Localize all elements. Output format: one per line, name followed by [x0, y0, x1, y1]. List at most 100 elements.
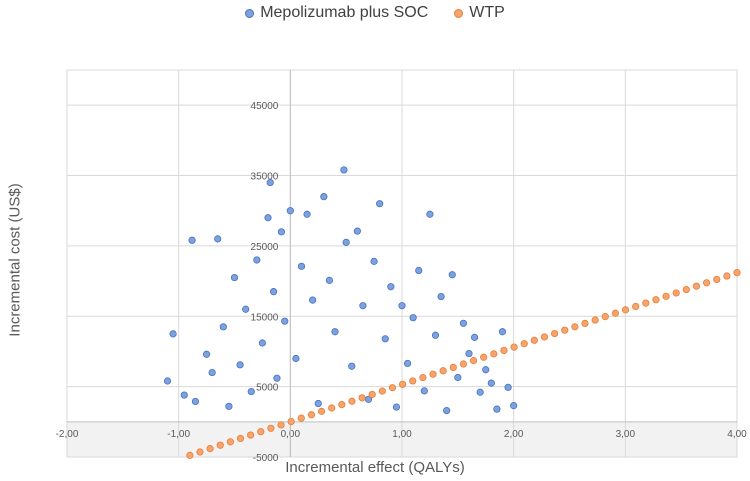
wtp-point: [632, 302, 640, 311]
y-tick-label: -5000: [253, 453, 279, 464]
y-tick-label: 35000: [251, 172, 279, 183]
wtp-point: [551, 329, 559, 338]
scatter-point: [314, 399, 322, 408]
scatter-point: [403, 359, 412, 368]
scatter-point: [163, 377, 172, 385]
scatter-point: [188, 236, 196, 244]
wtp-point: [368, 390, 376, 399]
scatter-point: [309, 296, 317, 304]
wtp-point: [358, 394, 366, 402]
x-tick-label: 4,00: [727, 429, 747, 440]
scatter-point: [454, 373, 462, 382]
scatter-point: [266, 178, 274, 187]
wtp-point: [328, 404, 336, 412]
scatter-point: [448, 271, 456, 279]
scatter-point: [470, 333, 479, 341]
wtp-point: [611, 309, 620, 317]
scatter-point: [359, 302, 367, 310]
wtp-point: [500, 346, 508, 355]
scatter-point: [320, 193, 328, 201]
scatter-point: [353, 227, 361, 235]
wtp-point: [196, 448, 204, 456]
legend-item-mepolizumab: Mepolizumab plus SOC: [245, 4, 428, 22]
legend-label-mepolizumab: Mepolizumab plus SOC: [260, 4, 429, 21]
scatter-point: [409, 314, 417, 322]
y-tick-label: 15000: [251, 312, 279, 323]
scatter-point: [225, 402, 233, 410]
wtp-point: [469, 357, 478, 365]
scatter-point: [214, 235, 222, 243]
scatter-point: [236, 361, 244, 369]
wtp-point: [713, 275, 721, 284]
wtp-point: [267, 424, 275, 432]
wtp-point: [348, 397, 356, 405]
chart-legend: Mepolizumab plus SOC WTP: [0, 0, 750, 26]
wtp-point: [317, 407, 326, 415]
wtp-point: [459, 360, 468, 368]
wtp-point: [480, 353, 488, 361]
wtp-point: [520, 340, 528, 348]
scatter-point: [376, 200, 384, 208]
wtp-point: [307, 411, 316, 419]
y-tick-label: 5000: [256, 383, 279, 394]
scatter-point: [476, 388, 484, 396]
y-axis-title: Incremental cost (US$): [6, 183, 24, 337]
legend-item-wtp: WTP: [454, 4, 505, 22]
wtp-point: [591, 316, 599, 324]
wtp-point: [216, 441, 224, 449]
scatter-point: [443, 406, 451, 415]
x-tick-label: 1,00: [392, 429, 412, 440]
x-tick-label: -2,00: [56, 429, 79, 440]
wtp-point: [399, 380, 407, 388]
scatter-point: [191, 397, 200, 406]
wtp-point: [247, 431, 255, 439]
scatter-point: [269, 288, 278, 296]
wtp-point: [257, 428, 265, 436]
wtp-point: [662, 292, 670, 300]
scatter-point: [325, 276, 334, 284]
wtp-point: [297, 414, 305, 422]
scatter-point: [482, 366, 490, 374]
legend-marker-blue-icon: [245, 8, 255, 18]
wtp-point: [277, 421, 285, 429]
scatter-point: [437, 292, 445, 301]
scatter-point: [253, 256, 261, 264]
scatter-point: [230, 273, 239, 282]
scatter-point: [381, 335, 389, 343]
scatter-point: [292, 354, 300, 363]
scatter-point: [202, 350, 211, 358]
scatter-point: [348, 362, 356, 370]
scatter-point: [180, 391, 188, 399]
wtp-point: [733, 269, 741, 277]
scatter-point: [286, 207, 294, 215]
wtp-point: [561, 326, 569, 334]
scatter-point: [398, 302, 406, 310]
wtp-point: [672, 289, 680, 297]
wtp-point: [682, 285, 690, 294]
scatter-point: [303, 210, 311, 218]
wtp-point: [186, 451, 194, 459]
scatter-point: [273, 374, 281, 382]
scatter-point: [219, 323, 227, 331]
scatter-point: [258, 339, 267, 347]
scatter-point: [465, 349, 473, 358]
y-axis-title-wrap: Incremental cost (US$): [0, 60, 30, 460]
scatter-point: [340, 166, 348, 174]
wtp-point: [571, 323, 579, 331]
wtp-point: [490, 350, 498, 358]
wtp-point: [692, 282, 701, 290]
x-tick-label: 2,00: [504, 429, 524, 440]
wtp-point: [449, 363, 457, 371]
scatter-point: [459, 319, 468, 327]
wtp-point: [540, 333, 549, 341]
scatter-point: [504, 383, 512, 391]
wtp-point: [601, 313, 609, 321]
wtp-point: [206, 445, 214, 453]
wtp-point: [439, 367, 447, 375]
scatter-point: [493, 405, 501, 413]
scatter-point: [247, 387, 255, 396]
wtp-point: [429, 370, 437, 378]
scatter-point: [342, 238, 350, 246]
wtp-point: [378, 387, 386, 395]
wtp-point: [226, 438, 234, 446]
